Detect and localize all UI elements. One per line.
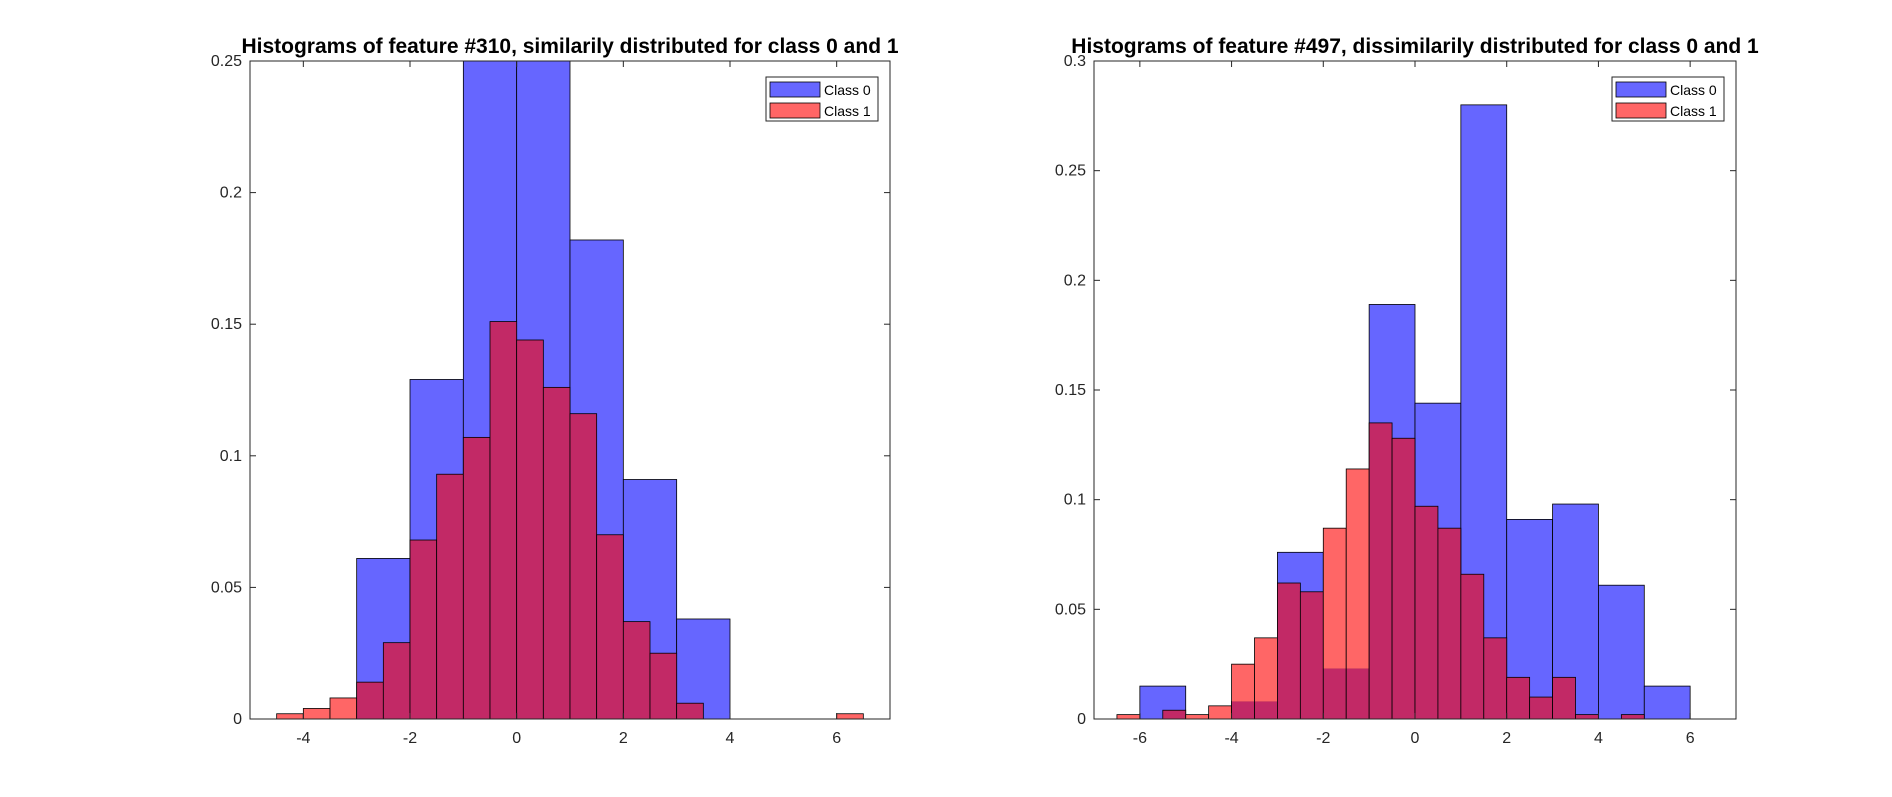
legend: Class 0 Class 1 bbox=[765, 76, 879, 122]
legend: Class 0 Class 1 bbox=[1611, 76, 1725, 122]
y-tick-label: 0.3 bbox=[1064, 53, 1086, 70]
bar-class-1-bin-15 bbox=[676, 702, 704, 719]
bar-class-1-overlap-14 bbox=[650, 653, 677, 719]
bar-class-1-overlap-14 bbox=[1437, 528, 1461, 719]
bar-class-1-overlap-8 bbox=[490, 321, 517, 719]
y-tick-label: 0.1 bbox=[220, 448, 242, 465]
bar-class-1-top-10 bbox=[1346, 468, 1370, 669]
y-tick-label: 0.25 bbox=[211, 53, 242, 70]
chart-title: Histograms of feature #497, dissimilaril… bbox=[1071, 35, 1759, 58]
y-tick-label: 0 bbox=[233, 711, 242, 728]
bar-class-1-overlap-9 bbox=[1323, 668, 1347, 719]
y-tick-label: 0.2 bbox=[1064, 272, 1086, 289]
y-tick-label: 0.05 bbox=[1055, 601, 1086, 618]
bar-class-1-overlap-22 bbox=[1621, 714, 1645, 719]
x-tick-label: 0 bbox=[1411, 730, 1420, 747]
legend-swatch-class-1 bbox=[769, 102, 821, 119]
bar-class-1-overlap-19 bbox=[1552, 677, 1576, 719]
bar-class-1-overlap-13 bbox=[623, 621, 650, 719]
axes-box bbox=[249, 60, 891, 720]
y-tick-label: 0.2 bbox=[220, 185, 242, 202]
bar-class-1-bin-22 bbox=[1620, 714, 1645, 719]
legend-label-class-1: Class 1 bbox=[824, 103, 871, 119]
bar-class-1-overlap-13 bbox=[1415, 506, 1438, 719]
bar-class-1-bin-14 bbox=[649, 652, 678, 719]
bar-class-1-top-0 bbox=[1116, 714, 1140, 719]
legend-label-class-0: Class 0 bbox=[824, 82, 871, 98]
bar-class-1-top-0 bbox=[276, 713, 304, 719]
bar-class-1-top-3 bbox=[1185, 714, 1209, 719]
bar-class-1-overlap-6 bbox=[436, 474, 464, 719]
y-tick-label: 0.05 bbox=[211, 579, 242, 596]
bar-class-1-overlap-12 bbox=[1392, 438, 1415, 719]
bar-class-1-overlap-2 bbox=[1162, 710, 1186, 719]
bar-class-1-top-6 bbox=[1254, 637, 1278, 702]
bar-class-1-overlap-9 bbox=[516, 339, 544, 719]
x-tick-label: -2 bbox=[403, 730, 417, 747]
x-tick-label: 4 bbox=[1594, 730, 1603, 747]
bar-class-1-top-2 bbox=[330, 697, 357, 719]
x-tick-label: -4 bbox=[296, 730, 310, 747]
bar-class-1-top-5 bbox=[1231, 664, 1255, 702]
legend-swatch-class-0 bbox=[1615, 81, 1667, 98]
bar-class-1-overlap-5 bbox=[1231, 701, 1255, 719]
x-tick-label: 4 bbox=[726, 730, 735, 747]
legend-swatch-class-1 bbox=[1615, 102, 1667, 119]
bar-class-1-overlap-15 bbox=[676, 703, 704, 719]
bar-class-1-overlap-10 bbox=[1346, 668, 1370, 719]
x-tick-label: 2 bbox=[619, 730, 628, 747]
bar-class-1-overlap-6 bbox=[1254, 701, 1278, 719]
bar-class-0-bin-10 bbox=[1598, 584, 1645, 719]
x-tick-label: 2 bbox=[1502, 730, 1511, 747]
bar-class-1-overlap-3 bbox=[356, 682, 384, 719]
bar-class-1-overlap-11 bbox=[570, 413, 597, 719]
y-tick-label: 0 bbox=[1077, 711, 1086, 728]
bar-class-1-overlap-11 bbox=[1369, 422, 1393, 719]
histogram-chart-feature-497: -6 -4 -2 0 2 4 6 0 0.05 0.1 0.15 0.2 0.25 0.3Histogra… bbox=[1055, 35, 1759, 747]
x-tick-label: 6 bbox=[832, 730, 841, 747]
bar-class-1-top-9 bbox=[1323, 528, 1347, 669]
bar-class-1-top-4 bbox=[1208, 705, 1232, 719]
bar-class-1-overlap-8 bbox=[1300, 591, 1324, 719]
chart-title: Histograms of feature #310, similarily d… bbox=[241, 35, 898, 58]
y-tick-label: 0.15 bbox=[1055, 382, 1086, 399]
x-tick-label: 0 bbox=[512, 730, 521, 747]
x-tick-label: 6 bbox=[1686, 730, 1695, 747]
legend-label-class-0: Class 0 bbox=[1670, 82, 1717, 98]
y-tick-label: 0.1 bbox=[1064, 492, 1086, 509]
bar-class-1-overlap-5 bbox=[410, 540, 437, 719]
bar-class-1-overlap-17 bbox=[1506, 677, 1530, 719]
bar-class-1-overlap-7 bbox=[1277, 583, 1301, 719]
bar-class-1-overlap-7 bbox=[463, 437, 490, 719]
bar-class-1-overlap-15 bbox=[1460, 574, 1484, 719]
bar-class-0-bin-6 bbox=[676, 618, 731, 719]
bar-class-1-overlap-10 bbox=[543, 387, 570, 719]
bars bbox=[276, 61, 864, 719]
x-tick-label: -4 bbox=[1224, 730, 1238, 747]
y-tick-label: 0.25 bbox=[1055, 163, 1086, 180]
legend-label-class-1: Class 1 bbox=[1670, 103, 1717, 119]
bar-class-1-overlap-16 bbox=[1483, 637, 1507, 719]
x-tick-label: -6 bbox=[1133, 730, 1147, 747]
bar-class-1-overlap-4 bbox=[383, 642, 410, 719]
legend-swatch-class-0 bbox=[769, 81, 821, 98]
bar-class-1-top-1 bbox=[303, 708, 330, 719]
bars bbox=[1116, 104, 1691, 719]
x-tick-label: -2 bbox=[1316, 730, 1330, 747]
bar-class-0-bin-11 bbox=[1643, 685, 1691, 719]
bar-class-1-overlap-12 bbox=[596, 534, 624, 719]
bar-class-1-overlap-18 bbox=[1529, 697, 1553, 719]
bar-class-1-top-16 bbox=[836, 713, 864, 719]
y-tick-label: 0.15 bbox=[211, 316, 242, 333]
bar-class-1-overlap-20 bbox=[1575, 714, 1599, 719]
